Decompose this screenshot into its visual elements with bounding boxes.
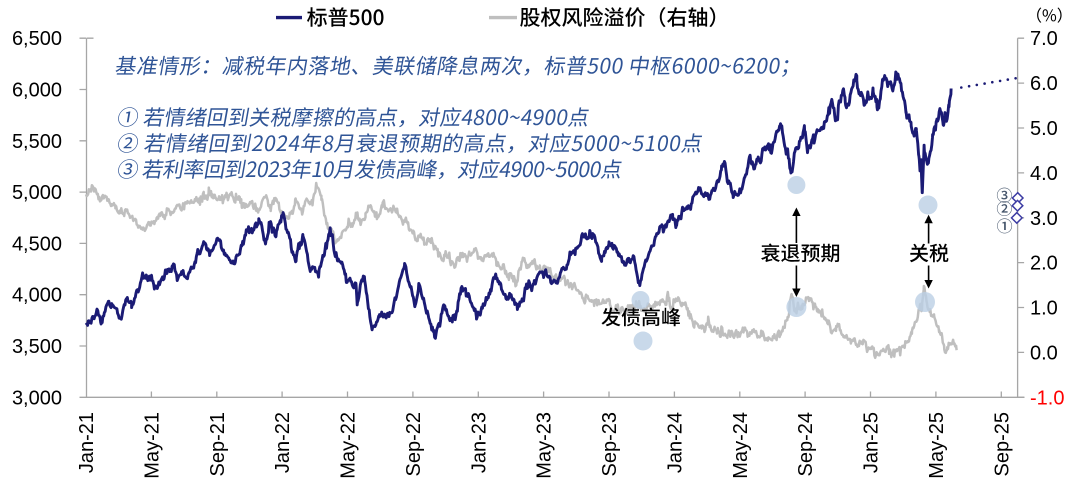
svg-text:Jan-25: Jan-25 (861, 412, 883, 473)
svg-text:3.0: 3.0 (1030, 208, 1058, 230)
svg-text:Jan-24: Jan-24 (664, 412, 686, 473)
svg-text:May-21: May-21 (141, 412, 163, 479)
svg-text:May-24: May-24 (730, 412, 752, 479)
svg-text:Sep-22: Sep-22 (403, 412, 425, 477)
svg-text:6,000: 6,000 (12, 80, 62, 102)
svg-text:2.0: 2.0 (1030, 253, 1058, 275)
svg-text:7.0: 7.0 (1030, 28, 1058, 50)
svg-text:4,500: 4,500 (12, 233, 62, 255)
svg-text:4.0: 4.0 (1030, 163, 1058, 185)
svg-text:Sep-25: Sep-25 (991, 412, 1013, 477)
svg-text:6,500: 6,500 (12, 28, 62, 50)
svg-text:Sep-21: Sep-21 (207, 412, 229, 477)
svg-text:Jan-23: Jan-23 (468, 412, 490, 473)
svg-text:Sep-23: Sep-23 (599, 412, 621, 477)
svg-text:May-22: May-22 (338, 412, 360, 479)
svg-text:May-25: May-25 (926, 412, 948, 479)
svg-text:3,000: 3,000 (12, 387, 62, 409)
svg-text:Jan-21: Jan-21 (76, 412, 98, 473)
svg-text:-1.0: -1.0 (1030, 387, 1064, 409)
svg-text:6.0: 6.0 (1030, 73, 1058, 95)
svg-text:May-23: May-23 (534, 412, 556, 479)
svg-text:1.0: 1.0 (1030, 298, 1058, 320)
svg-text:0.0: 0.0 (1030, 342, 1058, 364)
svg-text:Jan-22: Jan-22 (272, 412, 294, 473)
svg-text:4,000: 4,000 (12, 285, 62, 307)
svg-text:5.0: 5.0 (1030, 118, 1058, 140)
svg-text:Sep-24: Sep-24 (795, 412, 817, 477)
svg-text:3,500: 3,500 (12, 336, 62, 358)
svg-text:5,000: 5,000 (12, 182, 62, 204)
svg-text:5,500: 5,500 (12, 131, 62, 153)
